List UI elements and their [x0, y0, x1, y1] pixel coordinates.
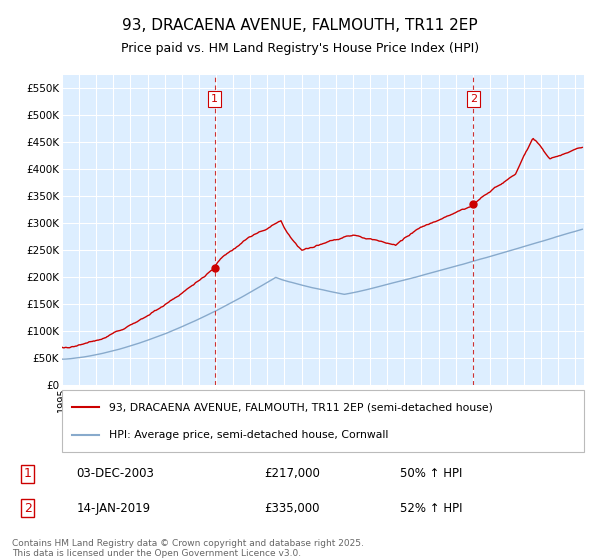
Text: 2: 2 [23, 502, 32, 515]
Text: 52% ↑ HPI: 52% ↑ HPI [400, 502, 463, 515]
Text: Price paid vs. HM Land Registry's House Price Index (HPI): Price paid vs. HM Land Registry's House … [121, 42, 479, 55]
Text: 93, DRACAENA AVENUE, FALMOUTH, TR11 2EP (semi-detached house): 93, DRACAENA AVENUE, FALMOUTH, TR11 2EP … [109, 402, 493, 412]
Text: 50% ↑ HPI: 50% ↑ HPI [400, 468, 463, 480]
Text: HPI: Average price, semi-detached house, Cornwall: HPI: Average price, semi-detached house,… [109, 430, 388, 440]
Text: 1: 1 [211, 94, 218, 104]
Text: Contains HM Land Registry data © Crown copyright and database right 2025.
This d: Contains HM Land Registry data © Crown c… [12, 539, 364, 558]
Text: £335,000: £335,000 [265, 502, 320, 515]
Text: 93, DRACAENA AVENUE, FALMOUTH, TR11 2EP: 93, DRACAENA AVENUE, FALMOUTH, TR11 2EP [122, 18, 478, 33]
Text: £217,000: £217,000 [265, 468, 320, 480]
Text: 14-JAN-2019: 14-JAN-2019 [77, 502, 151, 515]
FancyBboxPatch shape [62, 390, 584, 452]
Text: 03-DEC-2003: 03-DEC-2003 [77, 468, 154, 480]
Text: 2: 2 [470, 94, 477, 104]
Text: 1: 1 [23, 468, 32, 480]
